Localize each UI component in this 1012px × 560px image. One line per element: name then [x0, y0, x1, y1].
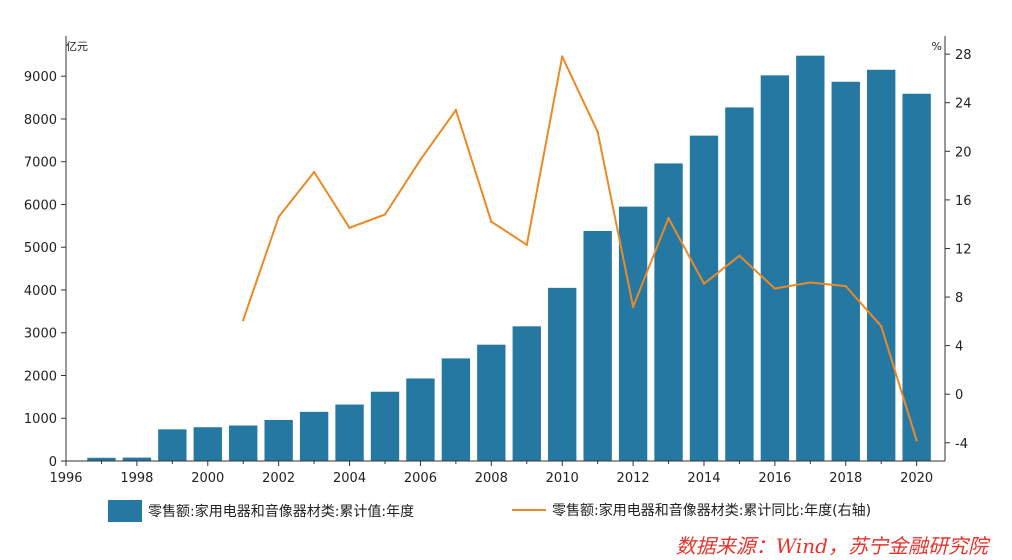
legend-swatch-bar [108, 500, 142, 522]
y-right-tick-label-24: 24 [955, 97, 972, 112]
y-right-tick-label-28: 28 [955, 48, 972, 63]
y-right-tick-label-16: 16 [955, 194, 972, 209]
growth-point-2014 [702, 282, 706, 285]
legend-item-line-series: 零售额:家用电器和音像器材类:累计同比:年度(右轴) [512, 500, 871, 520]
legend: 零售额:家用电器和音像器材类:累计值:年度 零售额:家用电器和音像器材类:累计同… [0, 496, 1012, 526]
bar-2005 [370, 391, 400, 461]
y-right-tick-label-12: 12 [955, 242, 972, 257]
growth-point-2005 [383, 213, 387, 216]
growth-point-2016 [773, 287, 777, 290]
bar-2007 [441, 358, 471, 461]
growth-point-2019 [880, 324, 883, 328]
growth-point-2015 [738, 254, 741, 257]
y-left-tick-label-8000: 8000 [24, 113, 57, 128]
bar-2008 [477, 344, 506, 461]
y-left-tick-label-0: 0 [49, 455, 57, 470]
legend-label-line-series: 零售额:家用电器和音像器材类:累计同比:年度(右轴) [552, 503, 872, 519]
growth-point-2003 [312, 170, 316, 174]
bar-2017 [796, 55, 825, 461]
growth-point-2001 [242, 318, 245, 322]
growth-point-2013 [667, 216, 670, 220]
bar-1999 [158, 429, 187, 461]
growth-point-2006 [419, 158, 422, 162]
y-left-tick-label-3000: 3000 [24, 327, 57, 342]
bar-2019 [867, 69, 896, 461]
growth-point-2007 [454, 108, 458, 112]
left-axis-unit: 亿元 [66, 40, 88, 53]
x-tick-label-1996: 1996 [49, 471, 82, 486]
y-right-tick-label-8: 8 [955, 291, 963, 306]
legend-item-bar-series: 零售额:家用电器和音像器材类:累计值:年度 [108, 500, 414, 522]
bar-2009 [512, 326, 541, 461]
growth-point-2011 [596, 130, 599, 134]
y-left-tick-label-5000: 5000 [24, 241, 57, 256]
bar-2010 [548, 287, 577, 461]
growth-point-2008 [490, 220, 493, 223]
x-tick-label-2010: 2010 [546, 471, 579, 486]
y-left-tick-label-7000: 7000 [24, 156, 57, 171]
bar-2003 [299, 411, 329, 461]
x-tick-label-2020: 2020 [900, 471, 933, 486]
y-left-tick-label-6000: 6000 [24, 198, 57, 213]
bar-2011 [583, 230, 612, 461]
growth-point-2010 [561, 55, 564, 58]
bar-1997 [87, 457, 116, 461]
source-note: 数据来源：Wind，苏宁金融研究院 [675, 534, 988, 558]
bar-2000 [193, 427, 222, 461]
growth-line [242, 55, 918, 441]
y-right-tick-label-4: 4 [955, 340, 963, 355]
x-tick-label-1998: 1998 [120, 471, 153, 486]
bar-2012 [618, 206, 648, 461]
growth-point-2020 [915, 439, 918, 442]
y-right-tick-label-20: 20 [955, 145, 972, 160]
y-left-tick-label-2000: 2000 [24, 369, 57, 384]
bar-2013 [654, 163, 683, 461]
y-left-tick-label-1000: 1000 [24, 412, 57, 427]
growth-point-2017 [809, 281, 812, 284]
x-tick-label-2002: 2002 [262, 471, 295, 486]
bar-2002 [264, 419, 293, 461]
y-right-tick-label-0: 0 [955, 388, 963, 403]
bar-2004 [335, 404, 364, 461]
right-axis-unit: % [932, 40, 942, 53]
chart-canvas: 1996 1998 2000 2002 2004 2006 2008 2010 2012 2014… [24, 36, 972, 486]
bar-2020 [902, 93, 931, 461]
x-tick-label-2012: 2012 [617, 471, 650, 486]
x-tick-label-2004: 2004 [333, 471, 366, 486]
legend-label-bar-series: 零售额:家用电器和音像器材类:累计值:年度 [148, 504, 415, 520]
growth-point-2002 [277, 215, 280, 219]
x-tick-label-2008: 2008 [475, 471, 508, 486]
growth-point-2004 [348, 226, 351, 230]
y-left-tick-label-9000: 9000 [24, 70, 57, 85]
x-tick-label-2000: 2000 [191, 471, 224, 486]
bar-2006 [406, 378, 435, 461]
x-tick-label-2014: 2014 [687, 471, 720, 486]
growth-point-2009 [525, 243, 528, 247]
y-right-tick-label--4: -4 [955, 437, 968, 452]
x-tick-label-2016: 2016 [758, 471, 791, 486]
legend-swatch-line [512, 509, 546, 511]
bar-2015 [725, 107, 754, 461]
y-left-tick-label-4000: 4000 [24, 284, 57, 299]
bar-2018 [831, 81, 860, 462]
x-tick-label-2006: 2006 [404, 471, 437, 486]
bar-2016 [760, 75, 790, 462]
bar-2001 [229, 425, 258, 461]
growth-point-2012 [631, 305, 635, 308]
bar-2014 [689, 135, 719, 461]
bar-1998 [122, 457, 152, 461]
x-tick-label-2018: 2018 [829, 471, 862, 486]
growth-point-2018 [844, 284, 847, 288]
